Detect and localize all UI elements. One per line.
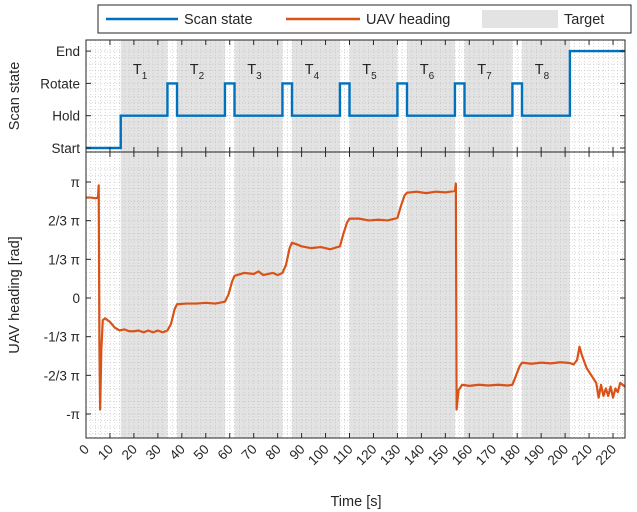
target-label-subscript: 4 <box>314 71 320 82</box>
xtick-label: 110 <box>330 442 356 468</box>
target-band-bottom <box>177 152 225 438</box>
target-label-subscript: 2 <box>199 71 205 82</box>
bottom-xtick-labels: 0 10 20 30 40 50 60 70 80 90100110120130140150160… <box>76 442 619 469</box>
uav-heading-line <box>86 182 626 411</box>
scan-state-line <box>86 49 625 150</box>
xtick-label: 140 <box>401 442 428 469</box>
xtick-label: 90 <box>286 442 307 463</box>
xtick-label: 100 <box>305 442 332 469</box>
bottom-target-bands <box>120 152 570 438</box>
bottom-ytick-label: -1/3 π <box>44 330 80 345</box>
target-band-bottom <box>521 152 570 438</box>
xtick-label: 70 <box>239 442 260 463</box>
xtick-label: 0 <box>76 442 92 458</box>
target-band-top <box>120 40 168 152</box>
legend-scan-label: Scan state <box>184 12 253 28</box>
target-band-top <box>407 40 455 152</box>
xtick-label: 150 <box>425 442 452 469</box>
xtick-label: 20 <box>119 442 140 463</box>
bottom-ytick-label: 2/3 π <box>48 214 80 229</box>
bottom-axes-frame <box>85 151 626 439</box>
xtick-label: 80 <box>263 442 284 463</box>
legend-target-swatch <box>482 10 558 28</box>
legend-target-label: Target <box>564 12 604 28</box>
bottom-ytick-label: -2/3 π <box>44 368 80 383</box>
xtick-label: 180 <box>497 442 524 469</box>
legend: Scan state UAV heading Target <box>97 4 632 34</box>
bottom-ylabel: UAV heading [rad] <box>7 236 23 353</box>
xtick-label: 60 <box>215 442 236 463</box>
top-ytick-label: End <box>56 44 80 59</box>
target-band-bottom <box>349 152 398 438</box>
xtick-label: 160 <box>449 442 476 469</box>
bottom-ytick-label: 1/3 π <box>48 252 80 267</box>
target-band-bottom <box>120 152 168 438</box>
xtick-label: 130 <box>377 442 404 469</box>
top-grid <box>85 40 625 152</box>
top-ylabel: Scan state <box>7 62 23 131</box>
bottom-panel: -π-2/3 π-1/3 π01/3 π2/3 ππ 0 10 20 30 40 50 60… <box>7 151 626 510</box>
bottom-ytick-label: π <box>71 175 80 190</box>
xlabel: Time [s] <box>330 494 381 510</box>
xtick-label: 40 <box>167 442 188 463</box>
bottom-ticks <box>85 152 625 438</box>
bottom-ytick-label: 0 <box>72 291 80 306</box>
top-ytick-label: Start <box>51 141 80 156</box>
target-label-subscript: 6 <box>429 71 435 82</box>
xtick-label: 220 <box>593 442 620 469</box>
legend-heading-label: UAV heading <box>366 12 450 28</box>
target-label-subscript: 5 <box>371 71 377 82</box>
xtick-label: 200 <box>545 442 572 469</box>
target-band-bottom <box>464 152 513 438</box>
top-ytick-label: Hold <box>52 109 80 124</box>
bottom-ytick-label: -π <box>66 407 80 422</box>
xtick-label: 30 <box>143 442 164 463</box>
target-label-subscript: 3 <box>256 71 262 82</box>
target-label-subscript: 1 <box>142 71 148 82</box>
target-band-bottom <box>407 152 455 438</box>
target-label-subscript: 7 <box>486 71 492 82</box>
target-label-subscript: 8 <box>544 71 550 82</box>
xtick-label: 120 <box>353 442 380 469</box>
xtick-label: 210 <box>569 442 596 469</box>
top-ytick-label: Rotate <box>40 76 80 91</box>
top-ytick-labels: Start Hold Rotate End <box>40 44 80 156</box>
target-band-bottom <box>234 152 283 438</box>
bottom-ytick-labels: -π -2/3 π -1/3 π 0 1/3 π 2/3 π π <box>44 175 80 422</box>
xtick-label: 50 <box>191 442 212 463</box>
top-ticks <box>85 40 625 152</box>
target-band-bottom <box>292 152 340 438</box>
xtick-label: 190 <box>521 442 548 469</box>
xtick-label: 170 <box>473 442 500 469</box>
xtick-label: 10 <box>95 442 116 463</box>
